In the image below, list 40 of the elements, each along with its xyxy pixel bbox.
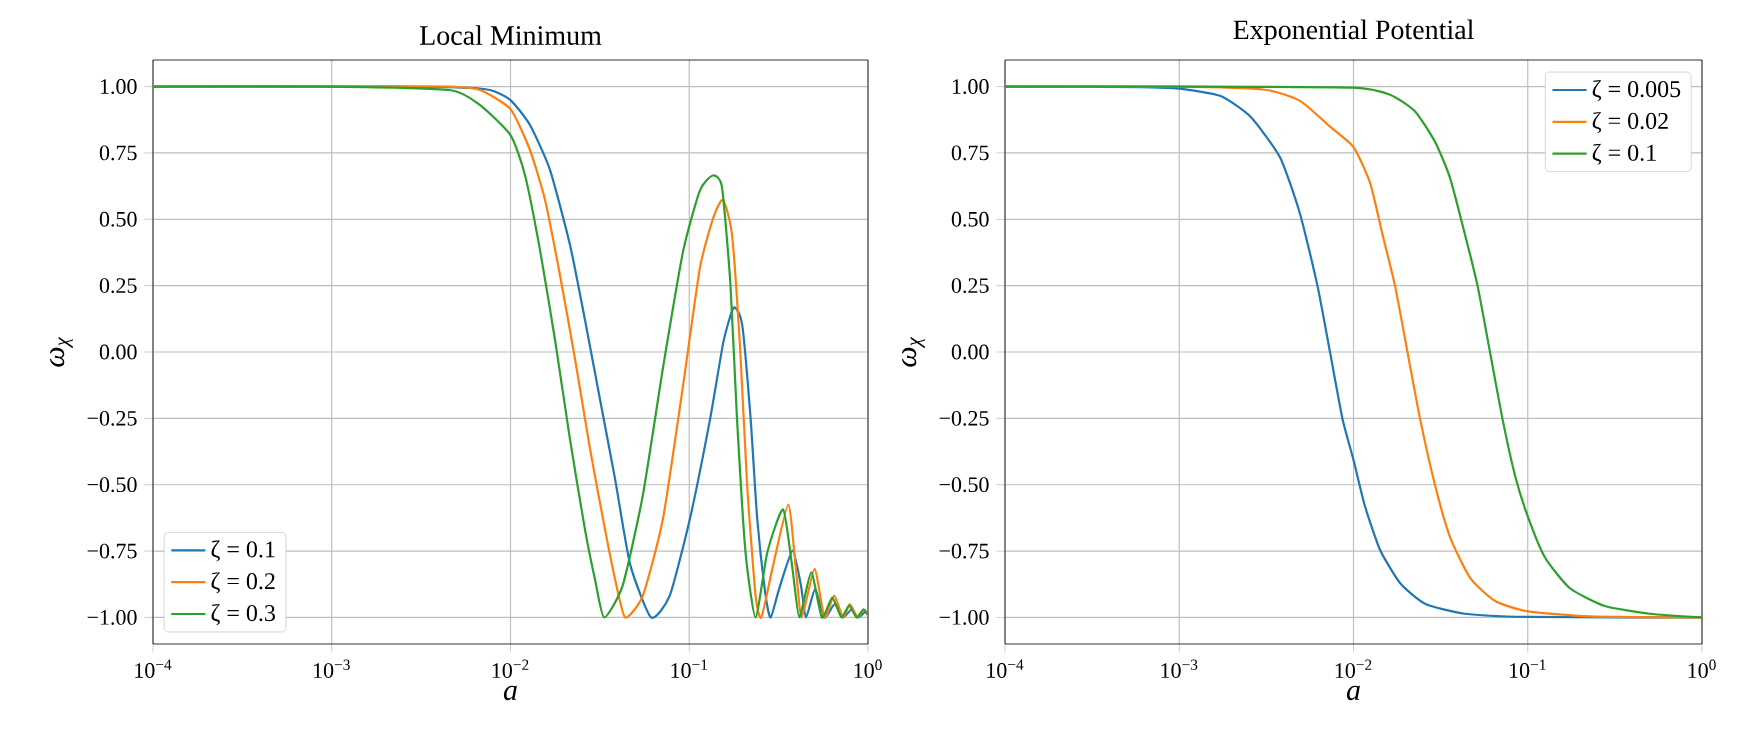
chart-title: Exponential Potential	[1233, 19, 1474, 45]
y-tick-label: −0.50	[87, 477, 137, 493]
x-tick-label: 10$^{−4}$	[135, 659, 172, 678]
y-tick-label: −1.00	[87, 610, 137, 625]
y-tick-label: 0.50	[99, 211, 137, 227]
legend-label: ζ = 0.2	[211, 572, 275, 594]
x-tick-label: 10$^{−4}$	[987, 659, 1024, 678]
legend-label: ζ = 0.1	[1592, 143, 1656, 165]
x-axis-title: a	[503, 685, 517, 701]
y-tick-label: 1.00	[952, 79, 989, 95]
y-tick-label: −0.25	[939, 410, 989, 426]
y-tick-label: 0.00	[99, 344, 137, 360]
x-tick-label: 10$^{−2}$	[492, 659, 529, 678]
y-tick-label: −0.75	[87, 543, 137, 559]
y-tick-label: 0.50	[951, 211, 989, 227]
y-tick-label: 0.75	[99, 145, 137, 161]
x-tick-label: 10$^{−2}$	[1335, 659, 1372, 678]
x-axis-title: a	[1346, 685, 1360, 701]
y-tick-label: 0.25	[99, 278, 137, 294]
legend-label: ζ = 0.005	[1592, 80, 1681, 102]
y-tick-label: −0.50	[939, 477, 989, 493]
y-tick-label: 0.75	[951, 145, 989, 161]
x-tick-label: 10$^{−3}$	[314, 659, 350, 678]
legend-label: ζ = 0.3	[211, 604, 275, 626]
y-tick-label: −0.75	[939, 543, 989, 559]
y-tick-label: 0.00	[951, 344, 989, 360]
x-tick-label: 10$^{−3}$	[1161, 659, 1198, 678]
x-tick-label: 10$^{−1}$	[1510, 659, 1546, 678]
legend-label: ζ = 0.1	[211, 540, 275, 562]
y-tick-label: −1.00	[939, 610, 989, 625]
x-tick-label: 10$^{−1}$	[671, 659, 708, 678]
y-axis-title: ω$_{χ}$	[901, 336, 925, 367]
y-tick-label: −0.25	[87, 410, 137, 426]
x-tick-label: 10$^{0}$	[1688, 659, 1716, 679]
legend-label: ζ = 0.02	[1592, 111, 1668, 134]
y-axis-title: ω$_{χ}$	[49, 336, 73, 367]
x-tick-label: 10$^{0}$	[854, 659, 882, 679]
y-tick-label: 0.25	[951, 278, 989, 294]
y-tick-label: 1.00	[100, 79, 137, 95]
chart-title: Local Minimum	[419, 25, 602, 45]
